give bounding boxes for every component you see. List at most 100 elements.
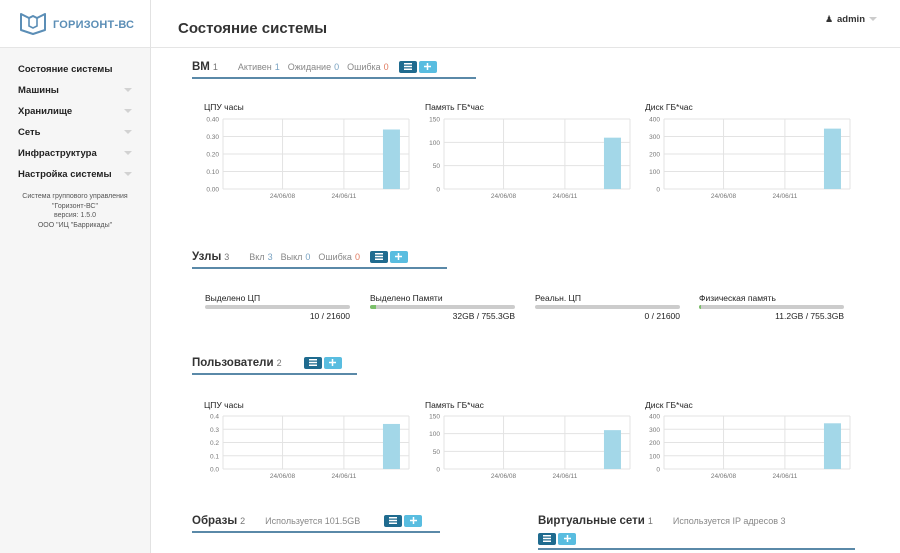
x-tick-label: 24/06/11 (772, 193, 797, 200)
chevron-down-icon (124, 88, 132, 92)
y-tick-label: 0.0 (210, 467, 219, 474)
app-name: ГОРИЗОНТ-ВС (53, 19, 135, 31)
x-tick-label: 24/06/08 (711, 193, 737, 200)
progress-track (370, 305, 515, 309)
chart-bar (823, 423, 841, 469)
list-icon (543, 535, 551, 543)
vm-list-button[interactable] (398, 61, 417, 73)
section-title: Виртуальные сети (538, 515, 645, 527)
chart-title: ЦПУ часы (204, 102, 244, 112)
user-menu[interactable]: ♟ admin (825, 14, 877, 25)
section-title: ВМ (192, 61, 210, 73)
vm-count: 1 (212, 62, 218, 72)
vnets-section-header: Виртуальные сети 1 Используется IP адресов… (538, 515, 855, 550)
images-count: 2 (240, 516, 246, 526)
about-line: Система группового управления (22, 193, 128, 200)
logo[interactable]: ГОРИЗОНТ-ВС (0, 0, 151, 48)
images-list-button[interactable] (384, 515, 403, 527)
top-bar: Состояние системы ♟ admin (151, 0, 900, 48)
x-tick-label: 24/06/11 (552, 193, 577, 200)
vm-error-count: 0 (383, 62, 389, 72)
chart-svg: 0 50 100 150 24/06/08 24/06/11 (429, 117, 631, 200)
chart-svg: 0 50 100 150 24/06/08 24/06/11 (429, 414, 631, 480)
section-title: Узлы (192, 251, 222, 263)
y-tick-label: 0.30 (206, 134, 219, 141)
sidebar-item-label: Сеть (18, 127, 41, 138)
y-tick-label: 0 (436, 467, 440, 474)
sidebar-item-label: Инфраструктура (18, 148, 97, 159)
y-tick-label: 300 (649, 134, 660, 141)
sidebar-item-machines[interactable]: Машины (0, 81, 150, 102)
y-tick-label: 100 (429, 140, 440, 147)
section-title: Пользователи (192, 357, 274, 369)
vnets-add-button[interactable] (558, 533, 576, 545)
vm-cpu-chart: 0.00 0.10 0.20 0.30 0.40 24/06/08 24/06/11 (195, 113, 415, 203)
chart-bar (382, 423, 400, 469)
list-icon (308, 359, 317, 367)
sidebar-item-storage[interactable]: Хранилище (0, 102, 150, 123)
progress-track (205, 305, 350, 309)
vm-active-label: Активен (237, 62, 272, 72)
sidebar: ГОРИЗОНТ-ВС Состояние системы Машины Хра… (0, 0, 151, 553)
plus-icon (563, 535, 571, 543)
hosts-error-count: 0 (354, 252, 360, 262)
users-section-header: Пользователи 2 (192, 357, 357, 375)
sidebar-item-network[interactable]: Сеть (0, 123, 150, 144)
chart-svg: 0.0 0.1 0.2 0.3 0.4 24/06/08 24/06/11 (210, 414, 410, 480)
y-tick-label: 0.3 (210, 427, 219, 434)
progress-track (699, 305, 844, 309)
x-tick-label: 24/06/11 (331, 193, 356, 200)
vm-disk-chart: 0 100 200 300 400 24/06/08 24/06/11 (636, 113, 856, 203)
chevron-down-icon (124, 109, 132, 113)
x-tick-label: 24/06/08 (270, 193, 296, 200)
progress-fill (699, 305, 702, 309)
vnets-used: Используется IP адресов 3 (672, 516, 786, 526)
page-title: Состояние системы (178, 20, 328, 37)
y-tick-label: 0.40 (206, 117, 219, 124)
chevron-down-icon (124, 172, 132, 176)
users-list-button[interactable] (303, 357, 322, 369)
users-count: 2 (276, 358, 282, 368)
chart-bar (603, 137, 621, 189)
sidebar-item-dashboard[interactable]: Состояние системы (0, 60, 150, 81)
plus-icon (409, 517, 417, 525)
hosts-add-button[interactable] (389, 251, 408, 263)
plus-icon (395, 253, 403, 261)
y-tick-label: 0.10 (206, 169, 219, 176)
hosts-list-button[interactable] (369, 251, 388, 263)
bar-label: Выделено ЦП (205, 293, 261, 303)
y-tick-label: 300 (649, 427, 660, 434)
chart-title: Диск ГБ*час (645, 400, 693, 410)
y-tick-label: 100 (649, 453, 660, 460)
x-tick-label: 24/06/11 (331, 473, 356, 480)
y-tick-label: 400 (649, 414, 660, 421)
y-tick-label: 200 (649, 440, 660, 447)
vm-section-header: ВМ 1 Активен 1 Ожидание 0 Ошибка 0 (192, 61, 476, 79)
y-tick-label: 0.4 (210, 414, 219, 421)
sidebar-item-infrastructure[interactable]: Инфраструктура (0, 144, 150, 165)
progress-track (535, 305, 680, 309)
about-info: Система группового управления "Горизонт-… (0, 192, 150, 230)
x-tick-label: 24/06/08 (270, 473, 296, 480)
vnets-count: 1 (647, 516, 653, 526)
vm-memory-chart: 0 50 100 150 24/06/08 24/06/11 (416, 113, 636, 203)
sidebar-item-label: Настройка системы (18, 169, 112, 180)
sidebar-item-settings[interactable]: Настройка системы (0, 165, 150, 186)
images-add-button[interactable] (404, 515, 423, 527)
hosts-off-label: Выкл (280, 252, 303, 262)
chart-svg: 0 100 200 300 400 24/06/08 24/06/11 (649, 414, 851, 480)
plus-icon (329, 359, 337, 367)
users-add-button[interactable] (323, 357, 342, 369)
y-tick-label: 150 (429, 414, 440, 421)
bar-label: Реальн. ЦП (535, 293, 581, 303)
hosts-error-label: Ошибка (318, 252, 352, 262)
images-used: Используется 101.5GB (265, 516, 361, 526)
vm-add-button[interactable] (418, 61, 437, 73)
hosts-off-count: 0 (305, 252, 311, 262)
vnets-list-button[interactable] (538, 533, 556, 545)
about-line: ООО "ИЦ "Баррикады" (37, 221, 113, 229)
list-icon (403, 63, 412, 71)
users-cpu-chart: 0.0 0.1 0.2 0.3 0.4 24/06/08 24/06/11 (195, 410, 415, 483)
y-tick-label: 0.2 (210, 440, 219, 447)
chart-title: Память ГБ*час (425, 102, 484, 112)
